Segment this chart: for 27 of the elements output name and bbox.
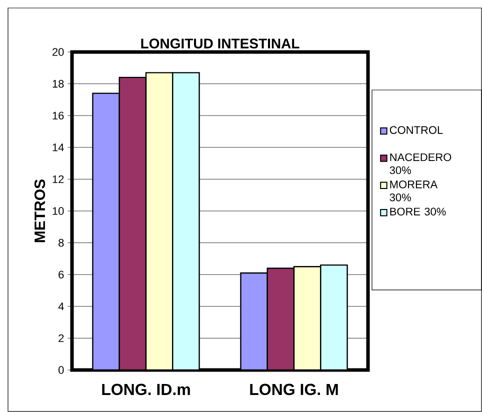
bar	[293, 266, 322, 370]
bar	[266, 268, 295, 370]
bar	[92, 92, 120, 370]
y-tick-label: 16	[52, 112, 64, 120]
y-tick-label: 6	[58, 270, 64, 278]
y-tick-label: 18	[52, 80, 64, 88]
x-tick-label: LONG IG. M	[250, 384, 338, 396]
y-tick-label: 12	[52, 175, 64, 184]
legend-label: MORERA 30%	[390, 180, 438, 202]
y-tick-label: 2	[58, 334, 64, 342]
y-tick-label: 10	[52, 207, 64, 215]
y-tick-label: 14	[52, 144, 64, 152]
legend-label: NACEDERO 30%	[390, 153, 452, 174]
y-tick-label: 4	[58, 302, 64, 310]
legend-label: BORE 30%	[390, 208, 446, 216]
bar	[172, 72, 200, 370]
y-tick-label: 20	[52, 48, 64, 56]
y-axis-title: METROS	[34, 180, 46, 242]
legend-label: CONTROL	[390, 126, 443, 134]
bar	[240, 272, 268, 370]
x-tick-label: LONG. ID.m	[102, 384, 190, 396]
bar	[320, 264, 348, 370]
chart-title: LONGITUD INTESTINAL	[141, 38, 300, 48]
y-tick-label: 0	[58, 366, 64, 374]
bar	[145, 72, 174, 370]
bar	[118, 76, 147, 370]
y-tick-label: 8	[58, 238, 64, 247]
